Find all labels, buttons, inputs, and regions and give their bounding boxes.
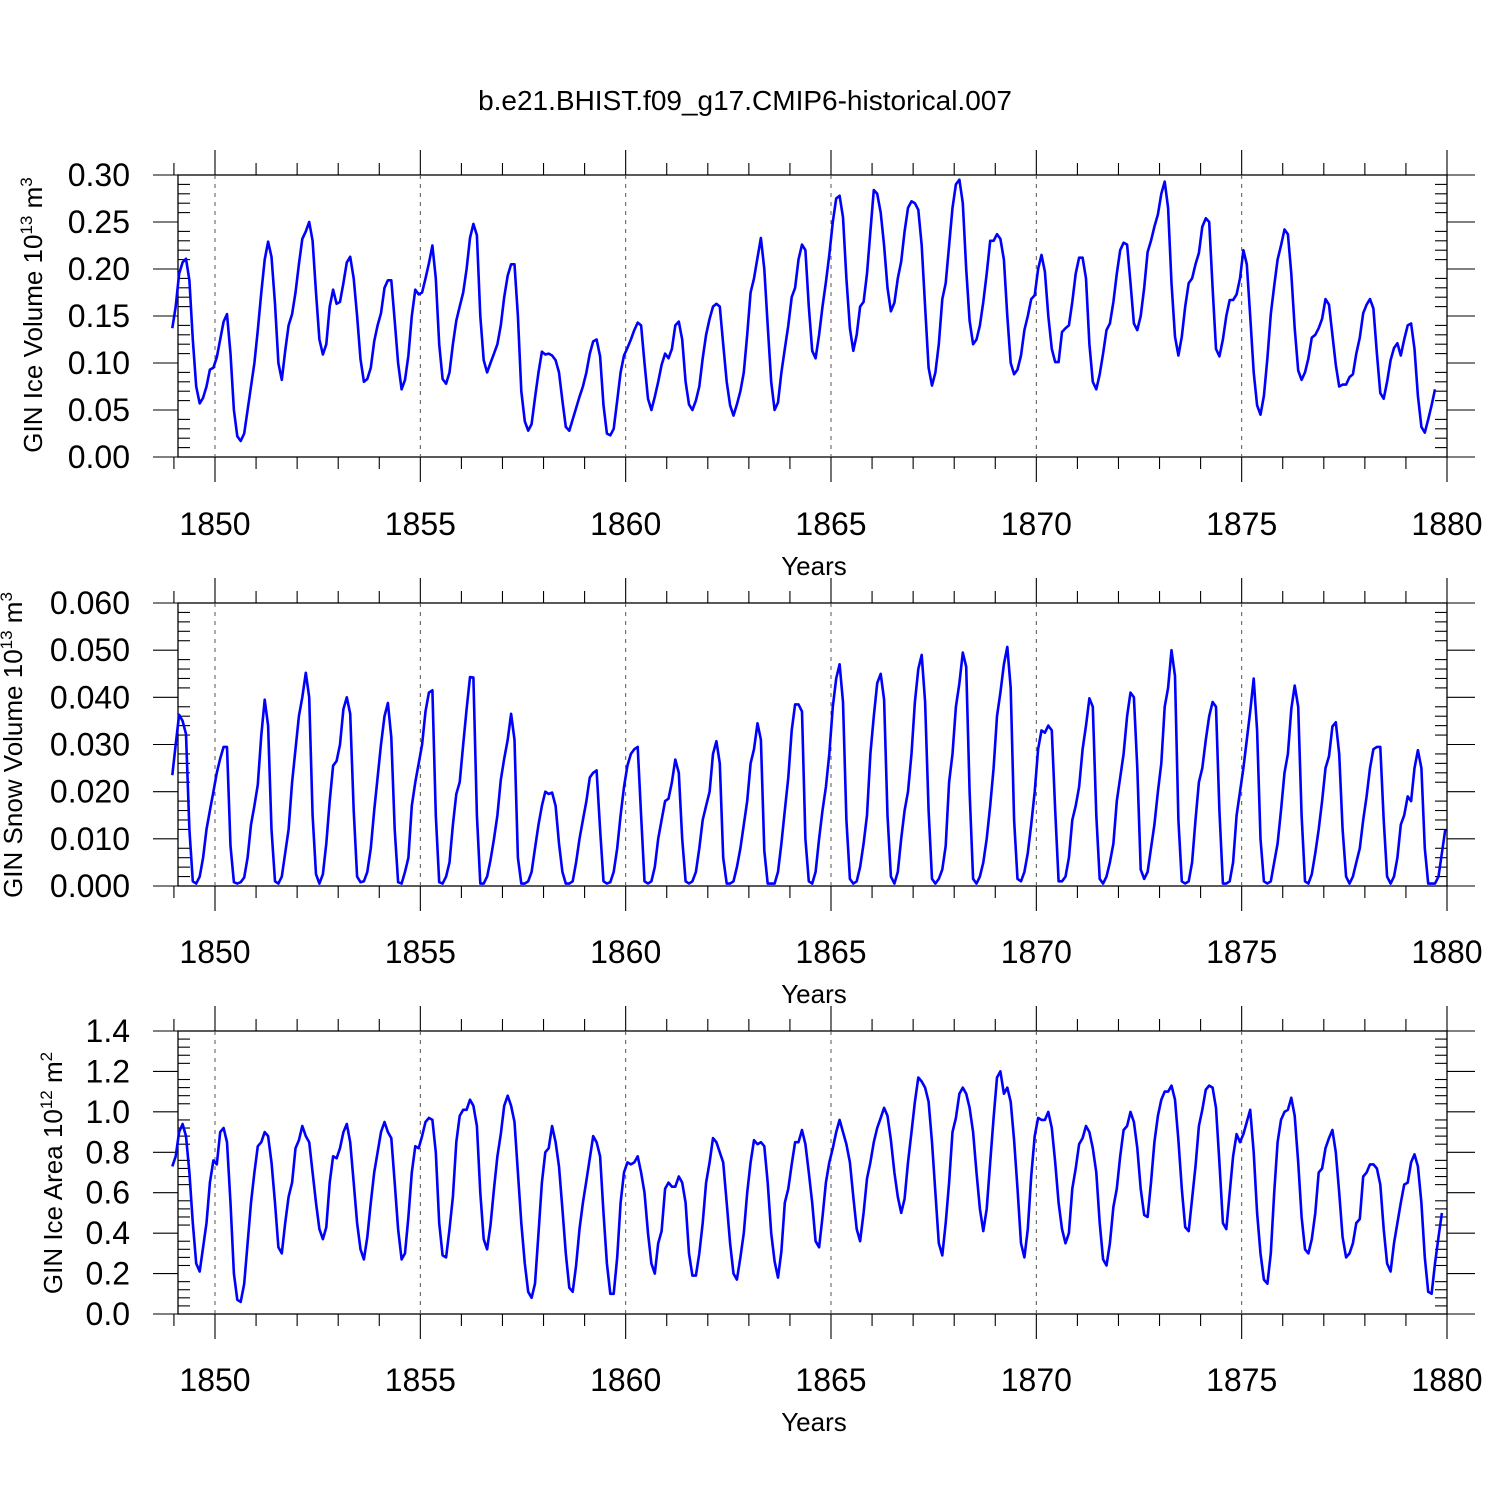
data-series-line: [171, 178, 1437, 443]
x-tick-label: 1855: [385, 1362, 456, 1398]
x-tick-label: 1850: [179, 934, 250, 970]
x-tick-label: 1880: [1411, 1362, 1482, 1398]
panel-2: 1850 1855 1860 1865 1870 1875 1880 0.000 0.010 0.…: [0, 578, 1483, 1009]
x-axis-label: Years: [781, 979, 847, 1009]
x-tick-label: 1880: [1411, 934, 1482, 970]
y-tick-label: 0.060: [50, 585, 130, 621]
y-tick-label: 0.8: [86, 1134, 130, 1170]
panel-1: 1850 1855 1860 1865 1870 1875 1880 0.00 0.05 0.10…: [17, 150, 1483, 581]
y-tick-label: 0.4: [86, 1215, 130, 1251]
y-tick-label: 0.2: [86, 1256, 130, 1292]
y-axis-label: GIN Snow Volume 1013 m3: [0, 592, 28, 898]
data-series-line: [171, 645, 1447, 885]
x-axis-label: Years: [781, 1407, 847, 1437]
y-tick-label: 0.010: [50, 821, 130, 857]
y-tick-label: 0.10: [68, 345, 130, 381]
y-tick-label: 0.050: [50, 632, 130, 668]
x-tick-label: 1855: [385, 506, 456, 542]
x-tick-label: 1855: [385, 934, 456, 970]
y-tick-label: 0.25: [68, 204, 130, 240]
x-tick-label: 1875: [1206, 506, 1277, 542]
panel-3: 1850 1855 1860 1865 1870 1875 1880 0.0 0.2 0.4 0.6…: [37, 1006, 1483, 1437]
x-tick-label: 1865: [795, 934, 866, 970]
x-tick-label: 1875: [1206, 1362, 1277, 1398]
y-tick-label: 1.2: [86, 1053, 130, 1089]
y-axis-label: GIN Ice Area 1012 m2: [37, 1052, 68, 1294]
y-axis-label: GIN Ice Volume 1013 m3: [17, 177, 48, 453]
y-tick-label: 0.05: [68, 392, 130, 428]
plot-frame: [177, 1030, 1448, 1315]
y-tick-label: 0.20: [68, 251, 130, 287]
y-tick-label: 0.0: [86, 1296, 130, 1332]
figure-title: b.e21.BHIST.f09_g17.CMIP6-historical.007: [478, 85, 1012, 116]
x-tick-label: 1850: [179, 506, 250, 542]
x-tick-label: 1860: [590, 934, 661, 970]
x-tick-label: 1850: [179, 1362, 250, 1398]
y-tick-label: 0.15: [68, 298, 130, 334]
y-tick-label: 1.0: [86, 1094, 130, 1130]
y-tick-label: 0.00: [68, 439, 130, 475]
y-tick-label: 0.30: [68, 157, 130, 193]
y-tick-label: 0.020: [50, 774, 130, 810]
x-tick-label: 1875: [1206, 934, 1277, 970]
y-tick-label: 0.030: [50, 727, 130, 763]
x-tick-label: 1865: [795, 1362, 866, 1398]
x-tick-label: 1865: [795, 506, 866, 542]
x-tick-label: 1860: [590, 506, 661, 542]
y-tick-label: 1.4: [86, 1013, 130, 1049]
y-tick-label: 0.040: [50, 679, 130, 715]
plot-container: 1850 1855 1860 1865 1870 1875 1880 0.00 0.05 0.10…: [0, 150, 1483, 1437]
y-tick-label: 0.000: [50, 868, 130, 904]
plot-frame: [177, 174, 1448, 458]
x-tick-label: 1860: [590, 1362, 661, 1398]
x-tick-label: 1870: [1001, 1362, 1072, 1398]
x-tick-label: 1870: [1001, 934, 1072, 970]
x-tick-label: 1870: [1001, 506, 1072, 542]
x-tick-label: 1880: [1411, 506, 1482, 542]
data-series-line: [171, 1070, 1444, 1304]
y-tick-label: 0.6: [86, 1175, 130, 1211]
x-axis-label: Years: [781, 551, 847, 581]
